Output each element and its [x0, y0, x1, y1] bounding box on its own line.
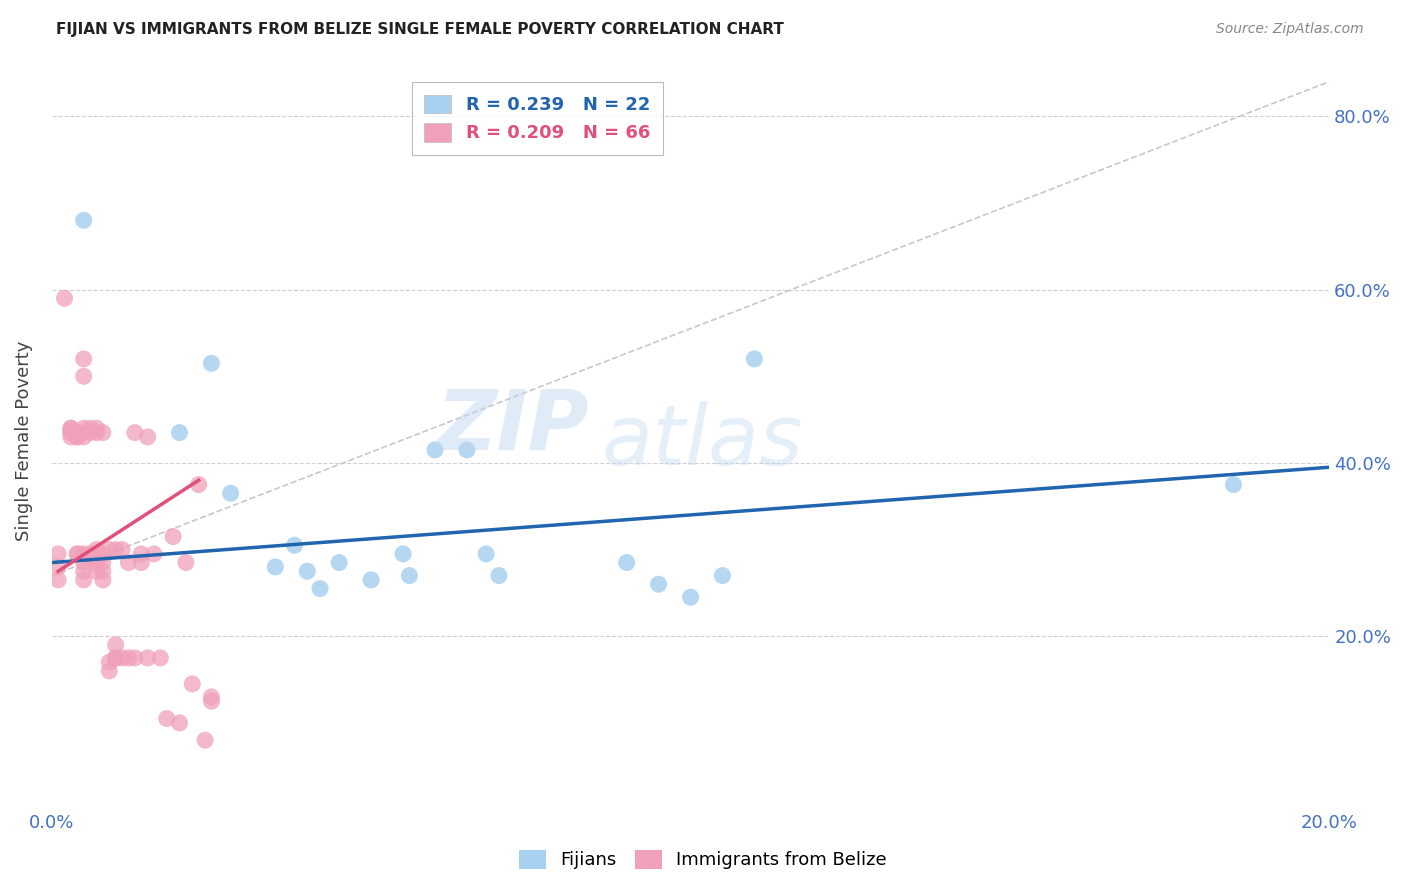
- Point: [73, 369, 96, 384]
- Point: [200, 690, 222, 704]
- Point: [46, 560, 69, 574]
- Point: [98, 655, 121, 669]
- Text: atlas: atlas: [602, 401, 803, 482]
- Point: [73, 213, 96, 227]
- Point: [86, 421, 108, 435]
- Point: [744, 351, 766, 366]
- Point: [283, 538, 305, 552]
- Point: [66, 547, 89, 561]
- Point: [104, 542, 127, 557]
- Point: [200, 694, 222, 708]
- Point: [117, 556, 139, 570]
- Point: [169, 425, 191, 440]
- Point: [91, 564, 114, 578]
- Point: [181, 677, 204, 691]
- Point: [111, 651, 134, 665]
- Point: [475, 547, 498, 561]
- Point: [309, 582, 332, 596]
- Point: [79, 551, 101, 566]
- Point: [711, 568, 734, 582]
- Point: [264, 560, 287, 574]
- Text: FIJIAN VS IMMIGRANTS FROM BELIZE SINGLE FEMALE POVERTY CORRELATION CHART: FIJIAN VS IMMIGRANTS FROM BELIZE SINGLE …: [56, 22, 785, 37]
- Point: [616, 556, 638, 570]
- Point: [98, 664, 121, 678]
- Point: [79, 547, 101, 561]
- Point: [59, 421, 82, 435]
- Point: [79, 425, 101, 440]
- Point: [91, 573, 114, 587]
- Point: [73, 351, 96, 366]
- Point: [86, 542, 108, 557]
- Text: Source: ZipAtlas.com: Source: ZipAtlas.com: [1216, 22, 1364, 37]
- Point: [66, 425, 89, 440]
- Point: [66, 425, 89, 440]
- Point: [79, 421, 101, 435]
- Point: [59, 425, 82, 440]
- Point: [162, 530, 184, 544]
- Legend: R = 0.239   N = 22, R = 0.209   N = 66: R = 0.239 N = 22, R = 0.209 N = 66: [412, 82, 662, 155]
- Point: [1222, 477, 1244, 491]
- Point: [136, 651, 159, 665]
- Point: [174, 556, 197, 570]
- Point: [104, 638, 127, 652]
- Point: [59, 421, 82, 435]
- Y-axis label: Single Female Poverty: Single Female Poverty: [15, 341, 32, 541]
- Point: [59, 430, 82, 444]
- Point: [169, 715, 191, 730]
- Point: [59, 425, 82, 440]
- Point: [73, 430, 96, 444]
- Point: [91, 556, 114, 570]
- Point: [98, 542, 121, 557]
- Point: [86, 556, 108, 570]
- Point: [66, 547, 89, 561]
- Point: [124, 651, 146, 665]
- Point: [104, 651, 127, 665]
- Point: [194, 733, 217, 747]
- Point: [456, 442, 478, 457]
- Point: [200, 356, 222, 370]
- Point: [328, 556, 350, 570]
- Point: [647, 577, 669, 591]
- Point: [73, 573, 96, 587]
- Point: [73, 564, 96, 578]
- Point: [66, 430, 89, 444]
- Point: [86, 564, 108, 578]
- Point: [360, 573, 382, 587]
- Point: [73, 556, 96, 570]
- Point: [46, 573, 69, 587]
- Point: [129, 556, 152, 570]
- Point: [124, 425, 146, 440]
- Legend: Fijians, Immigrants from Belize: Fijians, Immigrants from Belize: [510, 841, 896, 879]
- Point: [679, 591, 702, 605]
- Point: [117, 651, 139, 665]
- Point: [136, 430, 159, 444]
- Point: [219, 486, 242, 500]
- Point: [53, 291, 76, 305]
- Point: [73, 421, 96, 435]
- Point: [66, 430, 89, 444]
- Point: [187, 477, 209, 491]
- Point: [111, 542, 134, 557]
- Point: [104, 651, 127, 665]
- Point: [142, 547, 165, 561]
- Point: [392, 547, 415, 561]
- Point: [46, 547, 69, 561]
- Point: [398, 568, 420, 582]
- Point: [86, 425, 108, 440]
- Point: [129, 547, 152, 561]
- Point: [149, 651, 172, 665]
- Point: [488, 568, 510, 582]
- Point: [73, 547, 96, 561]
- Point: [156, 712, 179, 726]
- Text: ZIP: ZIP: [436, 386, 588, 467]
- Point: [297, 564, 319, 578]
- Point: [91, 547, 114, 561]
- Point: [423, 442, 446, 457]
- Point: [91, 425, 114, 440]
